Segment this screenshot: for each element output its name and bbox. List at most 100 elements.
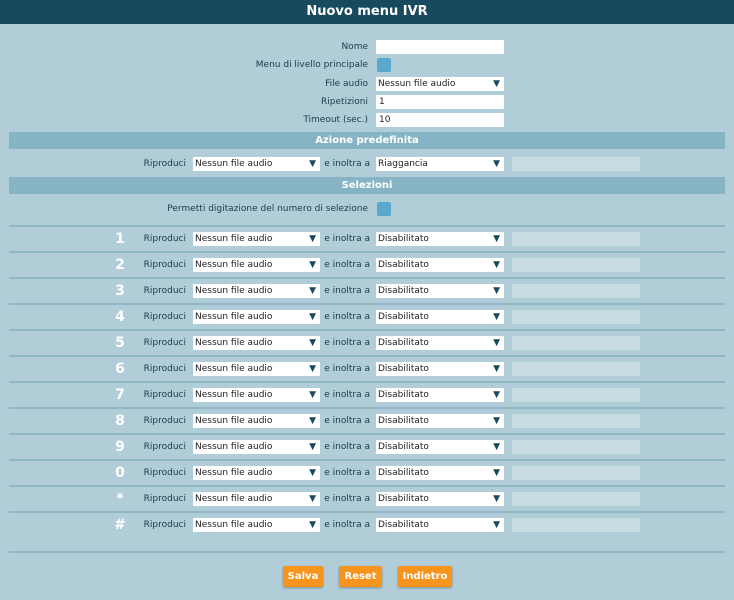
caret-down-icon: ▼ [309, 416, 316, 426]
back-button[interactable]: Indietro [398, 566, 452, 587]
play-label: Riproduci [143, 390, 186, 400]
play-select[interactable]: Nessun file audio ▼ [193, 388, 320, 402]
play-select[interactable]: Nessun file audio ▼ [193, 336, 320, 350]
forward-label: e inoltra a [324, 520, 370, 530]
play-label: Riproduci [143, 338, 186, 348]
forward-value: Disabilitato [378, 442, 429, 452]
forward-select[interactable]: Disabilitato ▼ [376, 518, 504, 532]
play-value: Nessun file audio [195, 442, 273, 452]
timeout-label: Timeout (sec.) [303, 115, 368, 125]
forward-label: e inoltra a [324, 468, 370, 478]
forward-select[interactable]: Disabilitato ▼ [376, 336, 504, 350]
forward-target-field[interactable] [512, 310, 640, 324]
divider [9, 433, 725, 435]
play-select[interactable]: Nessun file audio ▼ [193, 362, 320, 376]
divider [9, 303, 725, 305]
forward-label: e inoltra a [324, 260, 370, 270]
play-value: Nessun file audio [195, 390, 273, 400]
divider [9, 251, 725, 253]
forward-label: e inoltra a [324, 286, 370, 296]
file-audio-select[interactable]: Nessun file audio ▼ [376, 77, 504, 91]
main-menu-label: Menu di livello principale [255, 60, 368, 70]
nome-input[interactable] [376, 40, 504, 54]
save-button[interactable]: Salva [283, 566, 323, 587]
play-value: Nessun file audio [195, 364, 273, 374]
caret-down-icon: ▼ [309, 468, 316, 478]
ripetizioni-input[interactable] [376, 95, 504, 109]
play-select[interactable]: Nessun file audio ▼ [193, 414, 320, 428]
forward-value: Disabilitato [378, 260, 429, 270]
caret-down-icon: ▼ [493, 260, 500, 270]
default-play-select[interactable]: Nessun file audio ▼ [193, 157, 320, 171]
play-select[interactable]: Nessun file audio ▼ [193, 232, 320, 246]
selection-key: * [116, 491, 124, 507]
forward-target-field[interactable] [512, 258, 640, 272]
play-label: Riproduci [143, 494, 186, 504]
play-label: Riproduci [143, 468, 186, 478]
default-play-label: Riproduci [143, 159, 186, 169]
forward-value: Disabilitato [378, 416, 429, 426]
caret-down-icon: ▼ [493, 234, 500, 244]
play-select[interactable]: Nessun file audio ▼ [193, 492, 320, 506]
nome-label: Nome [341, 42, 368, 52]
allow-digit-checkbox[interactable] [377, 202, 391, 216]
play-select[interactable]: Nessun file audio ▼ [193, 440, 320, 454]
main-menu-checkbox[interactable] [377, 58, 391, 72]
allow-digit-label: Permetti digitazione del numero di selez… [167, 204, 368, 214]
forward-label: e inoltra a [324, 494, 370, 504]
forward-target-field[interactable] [512, 336, 640, 350]
forward-select[interactable]: Disabilitato ▼ [376, 492, 504, 506]
divider [9, 355, 725, 357]
forward-label: e inoltra a [324, 416, 370, 426]
forward-select[interactable]: Disabilitato ▼ [376, 310, 504, 324]
play-select[interactable]: Nessun file audio ▼ [193, 258, 320, 272]
forward-label: e inoltra a [324, 390, 370, 400]
play-label: Riproduci [143, 312, 186, 322]
play-select[interactable]: Nessun file audio ▼ [193, 284, 320, 298]
forward-target-field[interactable] [512, 388, 640, 402]
caret-down-icon: ▼ [309, 520, 316, 530]
caret-down-icon: ▼ [493, 390, 500, 400]
forward-target-field[interactable] [512, 466, 640, 480]
default-forward-target-field[interactable] [512, 157, 640, 171]
caret-down-icon: ▼ [493, 312, 500, 322]
play-select[interactable]: Nessun file audio ▼ [193, 466, 320, 480]
play-value: Nessun file audio [195, 494, 273, 504]
caret-down-icon: ▼ [309, 312, 316, 322]
forward-value: Disabilitato [378, 312, 429, 322]
selection-key: 9 [115, 439, 125, 455]
selection-key: 2 [115, 257, 125, 273]
forward-target-field[interactable] [512, 518, 640, 532]
default-forward-select[interactable]: Riaggancia ▼ [376, 157, 504, 171]
play-select[interactable]: Nessun file audio ▼ [193, 518, 320, 532]
forward-target-field[interactable] [512, 440, 640, 454]
play-select[interactable]: Nessun file audio ▼ [193, 310, 320, 324]
forward-select[interactable]: Disabilitato ▼ [376, 388, 504, 402]
reset-button[interactable]: Reset [339, 566, 382, 587]
selection-key: 4 [115, 309, 125, 325]
caret-down-icon: ▼ [309, 234, 316, 244]
forward-select[interactable]: Disabilitato ▼ [376, 362, 504, 376]
forward-target-field[interactable] [512, 362, 640, 376]
forward-target-field[interactable] [512, 414, 640, 428]
play-value: Nessun file audio [195, 520, 273, 530]
divider [9, 459, 725, 461]
forward-select[interactable]: Disabilitato ▼ [376, 284, 504, 298]
forward-target-field[interactable] [512, 492, 640, 506]
caret-down-icon: ▼ [493, 520, 500, 530]
caret-down-icon: ▼ [309, 260, 316, 270]
forward-select[interactable]: Disabilitato ▼ [376, 466, 504, 480]
section-default-action: Azione predefinita [9, 132, 725, 149]
divider [9, 329, 725, 331]
forward-target-field[interactable] [512, 232, 640, 246]
forward-value: Disabilitato [378, 468, 429, 478]
forward-select[interactable]: Disabilitato ▼ [376, 232, 504, 246]
forward-select[interactable]: Disabilitato ▼ [376, 440, 504, 454]
forward-select[interactable]: Disabilitato ▼ [376, 414, 504, 428]
forward-label: e inoltra a [324, 234, 370, 244]
file-audio-label: File audio [325, 79, 368, 89]
forward-target-field[interactable] [512, 284, 640, 298]
forward-select[interactable]: Disabilitato ▼ [376, 258, 504, 272]
forward-value: Disabilitato [378, 390, 429, 400]
timeout-input[interactable] [376, 113, 504, 127]
